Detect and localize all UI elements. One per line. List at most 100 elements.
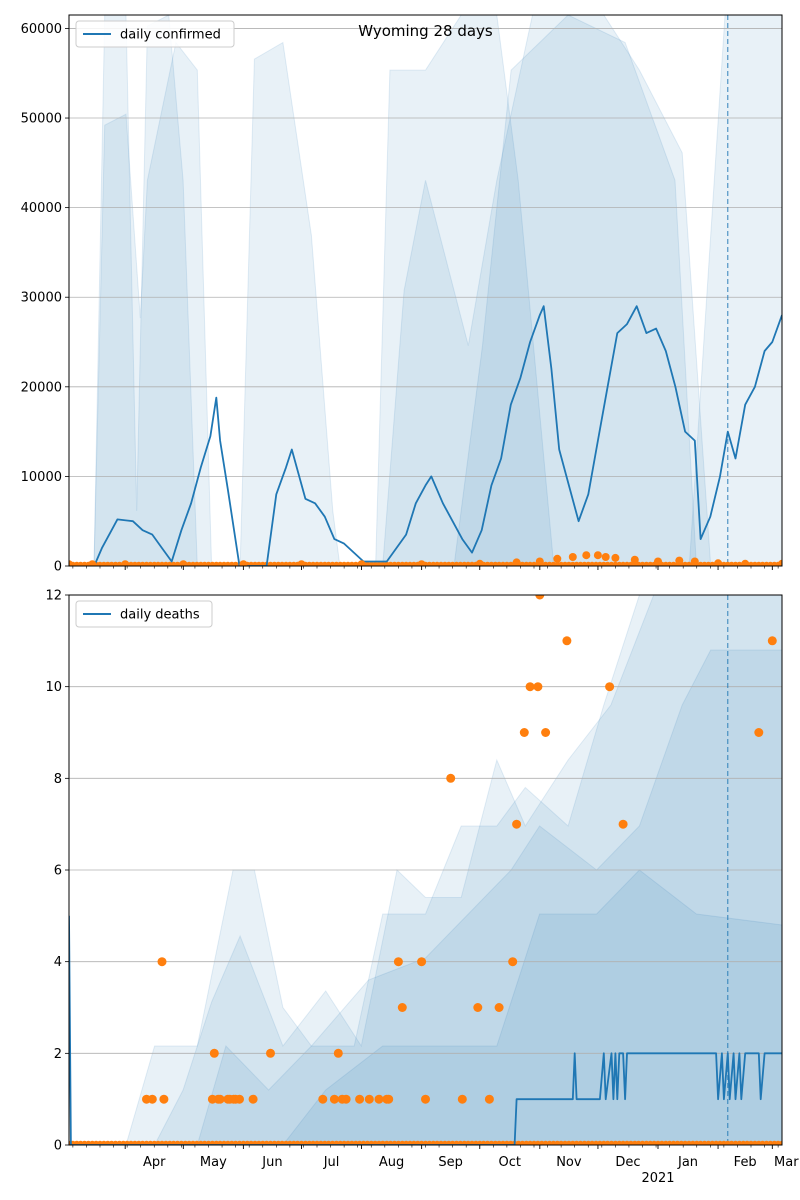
data-point: [525, 682, 535, 692]
data-point: [562, 636, 572, 646]
data-point: [778, 559, 782, 566]
data-point: [741, 559, 750, 566]
y-tick-label: 30000: [21, 291, 62, 306]
baseline-points: [69, 1140, 782, 1145]
data-point: [512, 558, 521, 566]
data-point: [457, 1094, 467, 1104]
data-point: [239, 560, 248, 566]
data-point: [446, 773, 456, 783]
data-point: [582, 551, 591, 560]
series-line-daily-confirmed: [93, 305, 782, 566]
x-tick-label: Apr: [143, 1155, 166, 1170]
data-point: [535, 557, 544, 566]
data-point: [605, 682, 615, 692]
data-point: [364, 1094, 374, 1104]
data-point: [215, 1094, 225, 1104]
legend-label: daily confirmed: [120, 28, 221, 43]
x-tick-label: Jul: [323, 1155, 340, 1170]
data-point: [341, 1094, 351, 1104]
data-point: [533, 682, 543, 692]
data-point: [611, 553, 620, 562]
y-tick-label: 0: [54, 1139, 62, 1154]
data-point: [421, 1094, 430, 1104]
legend-box: [75, 20, 235, 48]
data-point: [318, 1094, 328, 1104]
data-point: [508, 957, 518, 967]
y-tick-label: 10: [45, 680, 62, 695]
uncertainty-band: [154, 595, 782, 1145]
x-tick-label: Oct: [499, 1155, 521, 1170]
uncertainty-band: [196, 649, 782, 1145]
deaths-panel: 0 2 4 6 8 10 12 Apr May Jun Jul Aug Sep Oct Nov Dec Jan F…: [45, 589, 799, 1187]
y-tick-label: 8: [54, 772, 62, 787]
data-point: [654, 557, 662, 566]
data-point: [397, 1003, 407, 1012]
legend-box: [75, 600, 213, 628]
data-point: [157, 957, 167, 967]
x-tick-label: Jun: [261, 1155, 282, 1170]
data-point: [266, 1048, 275, 1058]
data-point: [690, 557, 699, 566]
y-tick-label: 40000: [21, 201, 62, 216]
uncertainty-band: [239, 41, 341, 566]
y-tick-label: 4: [54, 955, 62, 970]
y-tick-label: 60000: [21, 22, 62, 37]
data-point: [248, 1094, 258, 1104]
data-point: [494, 1003, 504, 1012]
data-point: [355, 1094, 365, 1104]
data-point: [159, 1094, 169, 1104]
data-point: [714, 559, 723, 566]
x-year-label: 2021: [641, 1171, 674, 1186]
data-point: [329, 1094, 339, 1104]
data-point: [69, 560, 73, 566]
data-point: [209, 1048, 219, 1058]
data-point: [297, 560, 306, 566]
series-line-daily-deaths: [69, 915, 782, 1145]
data-point: [754, 728, 764, 737]
data-point: [417, 957, 427, 967]
data-point: [541, 728, 551, 737]
data-point: [333, 1048, 343, 1058]
y-tick-label: 50000: [21, 112, 62, 127]
data-point: [235, 1094, 244, 1104]
data-point: [393, 957, 403, 967]
data-point: [630, 555, 639, 564]
data-point: [553, 554, 562, 563]
y-tick-label: 20000: [21, 380, 62, 395]
y-tick-label: 12: [45, 589, 62, 604]
data-point: [519, 728, 529, 737]
uncertainty-band: [375, 15, 782, 566]
uncertainty-bands: [93, 15, 782, 566]
data-point: [601, 553, 610, 561]
uncertainty-band: [282, 869, 782, 1145]
confirmed-panel: 0 10000 20000 30000 40000 50000 60000 daily con…: [21, 14, 783, 575]
data-point: [417, 560, 426, 566]
data-point: [512, 819, 522, 829]
data-point: [568, 553, 577, 561]
data-point: [374, 1094, 384, 1104]
y-tick-label: 0: [54, 560, 62, 575]
x-tick-label: Aug: [379, 1155, 404, 1170]
data-point: [357, 560, 366, 566]
uncertainty-band: [382, 15, 712, 566]
data-point: [147, 1094, 157, 1104]
chart-title: Wyoming 28 days: [358, 22, 493, 40]
data-point: [535, 595, 545, 600]
data-point: [484, 1094, 494, 1104]
x-tick-label: Dec: [615, 1155, 640, 1170]
data-point: [593, 551, 602, 560]
data-point: [473, 1003, 483, 1012]
data-point: [121, 560, 130, 566]
x-tick-label: May: [200, 1155, 227, 1170]
data-point: [384, 1094, 394, 1104]
data-point: [675, 556, 684, 565]
y-tick-label: 2: [54, 1047, 62, 1062]
x-tick-label: Jan: [677, 1155, 698, 1170]
data-point: [618, 819, 628, 829]
y-tick-label: 6: [54, 864, 62, 879]
uncertainty-band: [93, 15, 262, 566]
legend-label: daily deaths: [120, 608, 200, 623]
data-point: [767, 636, 777, 646]
x-tick-label: Mar: [774, 1155, 799, 1170]
